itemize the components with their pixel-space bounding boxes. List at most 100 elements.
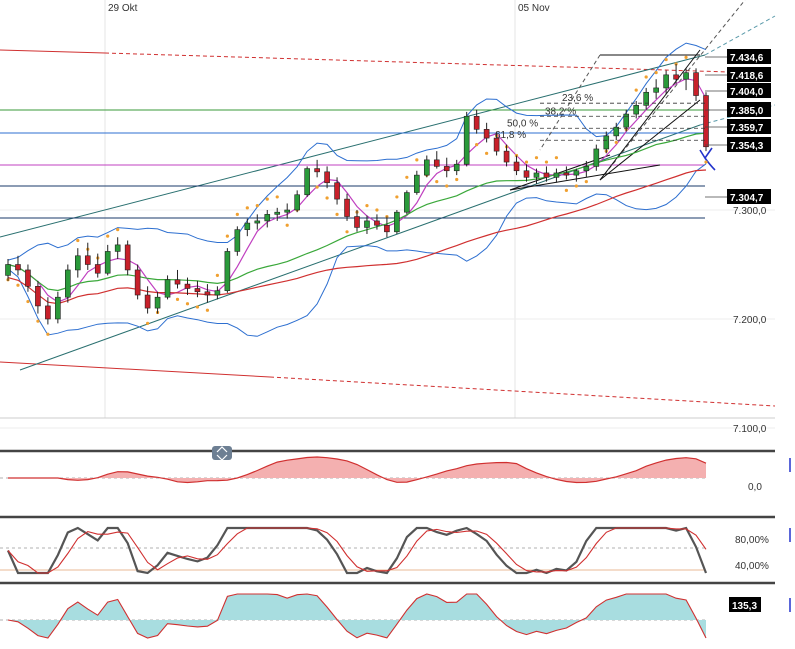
sar-dot [564, 188, 569, 192]
sar-dot [654, 71, 658, 75]
price-tick-label: 7.200,0 [733, 315, 767, 326]
sar-dot [584, 180, 588, 184]
moving-averages [7, 78, 707, 305]
candle-body [174, 279, 181, 285]
candle-body [264, 214, 271, 222]
candle-body [114, 244, 121, 252]
sar-dot [684, 55, 688, 60]
candle-body [15, 264, 21, 271]
candle-body [573, 170, 580, 176]
sar-dot [405, 175, 409, 179]
candle-body [124, 244, 131, 271]
price-tag-bg [727, 83, 771, 98]
candle-body [65, 269, 71, 298]
sar-dot [205, 308, 210, 312]
candle-body [164, 279, 171, 298]
sar-dot [534, 156, 539, 160]
candle-body [433, 159, 440, 167]
candle-body [35, 285, 41, 307]
cci-line [7, 593, 707, 639]
candle-body [384, 224, 390, 233]
candle-body [583, 166, 590, 172]
candle-body [533, 172, 540, 178]
candle-body [553, 172, 560, 178]
fib-label: 23,6 % [562, 93, 593, 104]
candle-body [394, 211, 400, 233]
candle-body [284, 209, 291, 213]
sar-dot [544, 160, 549, 164]
candle-body [134, 269, 141, 296]
candle-body [563, 172, 570, 176]
sar-dot [225, 234, 229, 238]
sar-dot [116, 228, 120, 232]
sar-dot [175, 297, 180, 301]
fib-label: 61,8 % [495, 130, 526, 141]
bollinger-bands [7, 42, 707, 337]
candle-body [334, 182, 340, 200]
candle-body [94, 264, 101, 274]
sar-dot [365, 204, 369, 208]
candle-body [214, 290, 221, 296]
macd-panel [0, 456, 707, 484]
sar-dot [485, 151, 489, 155]
candle-body [75, 255, 81, 271]
candle-body [104, 251, 111, 274]
sar-dot [574, 184, 578, 188]
candle-body [633, 105, 640, 115]
sar-dot [26, 299, 30, 304]
candle-body [55, 296, 61, 320]
price-tags: 7.434,6 7.418,6 7.404,0 7.385,0 7.359,7 7.354… [705, 49, 771, 204]
candle-body [414, 174, 420, 193]
sar-dot [445, 184, 449, 188]
candle-body [663, 74, 669, 89]
panel-handle[interactable] [212, 446, 232, 461]
price-tag: 7.404,0 [730, 87, 764, 98]
candle-body [294, 194, 300, 211]
candle-body [204, 291, 211, 296]
candle-body [513, 161, 520, 172]
sar-dot [704, 160, 708, 164]
sar-dot [385, 214, 389, 219]
candle-body [274, 211, 281, 215]
sar-dot [106, 234, 110, 238]
ma-long [7, 169, 707, 305]
cci-panel [0, 593, 707, 639]
candle-body [423, 159, 430, 176]
candle-body [523, 170, 530, 178]
sar-dot [265, 197, 269, 201]
price-tag-bg [727, 49, 771, 64]
candle-body [603, 135, 610, 150]
candle-body [84, 255, 91, 265]
candle-body [693, 72, 699, 96]
sar-dot [315, 185, 319, 189]
candle-body [623, 113, 630, 128]
candle-body [473, 115, 480, 130]
candle-body [194, 288, 201, 293]
candle-body [224, 251, 231, 291]
candle-body [324, 171, 330, 184]
sar-dot [455, 177, 459, 182]
trend-lines [0, 0, 776, 407]
sar-dot [285, 223, 289, 227]
parabolic-sar [6, 55, 708, 336]
sar-dot [255, 204, 259, 208]
sar-dot [435, 180, 439, 184]
bollinger-lower [7, 163, 707, 337]
stoch-d [7, 527, 707, 574]
price-tag: 7.418,6 [730, 71, 764, 82]
price-tag: 7.434,6 [730, 53, 764, 64]
x-label-29-okt: 29 Okt [108, 3, 138, 14]
price-tick-label: 7.100,0 [733, 424, 767, 435]
candle-body [364, 220, 370, 228]
bollinger-upper [7, 42, 707, 261]
sar-dot [46, 332, 50, 336]
candle-body [453, 163, 460, 172]
grid [0, 0, 775, 429]
candle-body [463, 115, 470, 165]
candle-body [254, 220, 261, 224]
price-tag: 7.359,7 [730, 123, 764, 134]
price-tag-bg [727, 102, 771, 117]
sar-dot [16, 283, 20, 287]
sar-dot [36, 319, 40, 323]
